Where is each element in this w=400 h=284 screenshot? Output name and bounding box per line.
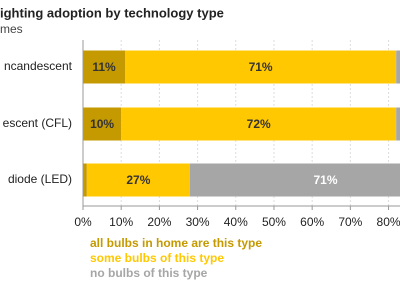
bar-segment xyxy=(189,163,400,197)
bar-segment xyxy=(86,163,190,197)
x-tick-label: 70% xyxy=(338,215,362,229)
chart-subtitle: mes xyxy=(0,22,23,36)
y-tick-label: diode (LED) xyxy=(8,172,72,186)
bar-segment xyxy=(396,107,400,141)
bar-segment xyxy=(83,50,126,84)
data-label: 71% xyxy=(314,173,338,187)
chart-title: ighting adoption by technology type xyxy=(0,5,224,20)
bar-segment xyxy=(396,50,400,84)
x-tick-label: 80% xyxy=(377,215,400,229)
x-tick-label: 10% xyxy=(109,215,133,229)
data-label: 11% xyxy=(92,60,116,74)
x-tick-label: 60% xyxy=(300,215,324,229)
data-label: 72% xyxy=(247,117,271,131)
bar-segment xyxy=(83,163,87,197)
x-tick-label: 40% xyxy=(224,215,248,229)
data-label: 71% xyxy=(249,60,273,74)
y-tick-label: ncandescent xyxy=(4,59,73,73)
legend-entry: all bulbs in home are this type xyxy=(90,236,262,250)
data-label: 27% xyxy=(126,173,150,187)
x-tick-label: 20% xyxy=(147,215,171,229)
legend-entry: no bulbs of this type xyxy=(90,266,208,280)
bar-segment xyxy=(83,107,122,141)
y-tick-label: escent (CFL) xyxy=(3,116,72,130)
x-tick-label: 50% xyxy=(262,215,286,229)
x-tick-label: 0% xyxy=(74,215,92,229)
bar-segment xyxy=(125,50,397,84)
data-label: 10% xyxy=(90,117,114,131)
legend-entry: some bulbs of this type xyxy=(90,251,224,265)
bar-segment xyxy=(121,107,397,141)
x-tick-label: 30% xyxy=(186,215,210,229)
